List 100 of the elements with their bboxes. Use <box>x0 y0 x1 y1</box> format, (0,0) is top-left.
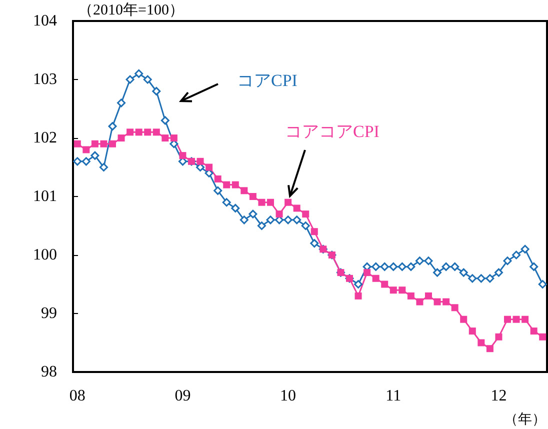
text: コアコアCPI <box>285 122 380 141</box>
point <box>433 268 442 277</box>
y-tick-label: 103 <box>33 71 57 88</box>
point <box>486 345 494 352</box>
point <box>232 181 239 188</box>
point <box>407 292 414 300</box>
point <box>143 75 152 84</box>
point <box>99 163 108 172</box>
point <box>460 316 468 323</box>
point <box>381 280 388 288</box>
point <box>240 216 248 224</box>
point <box>372 274 380 282</box>
point <box>442 262 450 271</box>
point <box>301 222 310 230</box>
point <box>231 204 240 212</box>
point <box>468 328 476 335</box>
point <box>109 140 116 148</box>
point <box>476 274 486 283</box>
point <box>126 128 134 136</box>
point <box>416 298 424 306</box>
point <box>249 193 256 200</box>
point <box>310 239 319 248</box>
y-tick-label: 101 <box>33 188 57 205</box>
point <box>144 128 152 136</box>
point <box>284 216 292 224</box>
point <box>266 216 275 224</box>
text: コアCPI <box>237 71 298 90</box>
x-tick-label: 09 <box>174 388 191 404</box>
x-axis-title: （年） <box>504 412 546 428</box>
y-tick-label: 98 <box>41 364 57 380</box>
point <box>117 98 126 108</box>
y-tick-label: 104 <box>33 12 57 30</box>
point <box>478 339 485 346</box>
point <box>354 292 362 300</box>
point <box>520 244 530 254</box>
point <box>486 274 494 283</box>
point <box>74 140 81 148</box>
point <box>539 333 546 340</box>
point <box>424 256 433 266</box>
point <box>100 140 108 148</box>
x-tick-label: 10 <box>280 388 296 404</box>
point <box>495 333 502 340</box>
point <box>310 228 318 236</box>
point <box>118 134 125 142</box>
point <box>522 316 529 323</box>
x-tick-label: 12 <box>490 388 507 404</box>
point <box>152 128 160 136</box>
point <box>222 198 231 207</box>
point <box>126 75 134 84</box>
point <box>512 316 520 323</box>
point <box>442 298 450 306</box>
point <box>530 262 538 271</box>
point <box>206 164 213 171</box>
point <box>82 146 90 154</box>
point <box>425 292 432 300</box>
point <box>512 250 521 260</box>
point <box>364 269 371 276</box>
y-tick-label: 102 <box>33 130 57 146</box>
point <box>248 210 258 218</box>
point <box>276 210 283 218</box>
point <box>389 262 398 271</box>
point <box>494 268 503 277</box>
point <box>504 316 511 323</box>
x-tick-label: 11 <box>386 388 402 404</box>
point <box>372 262 380 271</box>
point <box>258 198 266 206</box>
point <box>240 187 248 194</box>
y-tick-label: 100 <box>33 246 57 264</box>
point <box>223 181 230 188</box>
point <box>90 151 100 160</box>
point <box>134 69 144 78</box>
point <box>267 198 274 206</box>
point <box>530 328 538 335</box>
point <box>415 256 424 266</box>
point <box>354 280 363 288</box>
point <box>152 86 161 96</box>
point <box>73 157 82 166</box>
point <box>160 116 170 125</box>
point <box>468 274 477 283</box>
point <box>451 304 458 312</box>
point <box>302 210 310 218</box>
point <box>434 298 441 306</box>
point <box>450 262 460 271</box>
point <box>380 262 389 271</box>
point <box>503 256 512 266</box>
point <box>91 140 98 148</box>
point <box>293 204 300 212</box>
point <box>459 268 468 277</box>
point <box>162 134 169 142</box>
point <box>292 216 302 224</box>
point <box>284 198 292 206</box>
x-tick-label: 08 <box>69 388 86 404</box>
y-tick-label: 99 <box>41 305 57 322</box>
point <box>82 157 90 166</box>
point <box>406 262 416 271</box>
point <box>214 186 222 195</box>
point <box>398 286 406 294</box>
point <box>257 222 266 230</box>
point <box>398 262 406 271</box>
point <box>108 122 117 131</box>
